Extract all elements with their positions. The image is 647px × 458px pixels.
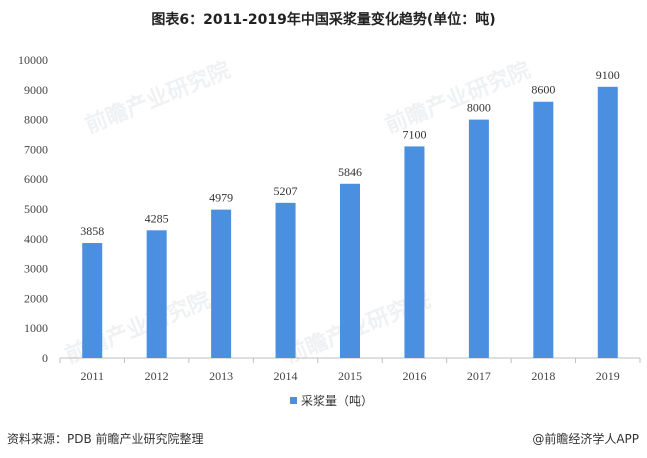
y-tick-label: 8000 [24,113,48,127]
x-tick-label: 2015 [338,369,362,383]
data-label: 9100 [596,68,620,82]
bar [597,86,618,358]
y-tick-label: 9000 [24,83,48,97]
x-tick-label: 2018 [531,369,555,383]
x-tick-label: 2012 [145,369,169,383]
y-tick-label: 1000 [24,321,48,335]
chart-title: 图表6：2011-2019年中国采浆量变化趋势(单位：吨) [151,12,496,28]
x-tick-label: 2013 [209,369,233,383]
y-tick-label: 4000 [24,232,48,246]
legend-swatch [290,397,297,404]
x-tick-label: 2017 [467,369,491,383]
data-label: 8000 [467,101,491,115]
x-tick-label: 2011 [80,369,104,383]
data-label: 3858 [80,224,104,238]
data-label: 4285 [145,211,169,225]
bar [275,202,296,358]
data-label: 5207 [274,184,298,198]
footer: 资料来源：PDB 前瞻产业研究院整理 @前瞻经济学人APP [0,428,647,450]
data-label: 4979 [209,191,233,205]
y-tick-label: 5000 [24,202,48,216]
bar [82,243,103,358]
y-tick-label: 7000 [24,142,48,156]
data-label: 5846 [338,165,362,179]
bar [146,230,167,358]
source-note: 资料来源：PDB 前瞻产业研究院整理 [7,432,204,446]
x-tick-label: 2019 [596,369,620,383]
bar [404,146,425,358]
bar [468,119,489,358]
data-label: 8600 [531,83,555,97]
bar [533,101,554,358]
brand-label: @前瞻经济学人APP [532,432,639,446]
y-tick-label: 10000 [18,53,48,67]
bar [211,209,232,358]
y-tick-label: 2000 [24,291,48,305]
x-tick-label: 2016 [402,369,426,383]
y-tick-label: 0 [42,351,48,365]
legend-label: 采浆量（吨） [301,393,373,408]
y-tick-label: 6000 [24,172,48,186]
x-tick-label: 2014 [274,369,298,383]
bar [340,183,360,358]
y-tick-label: 3000 [24,262,48,276]
data-label: 7100 [402,127,426,141]
